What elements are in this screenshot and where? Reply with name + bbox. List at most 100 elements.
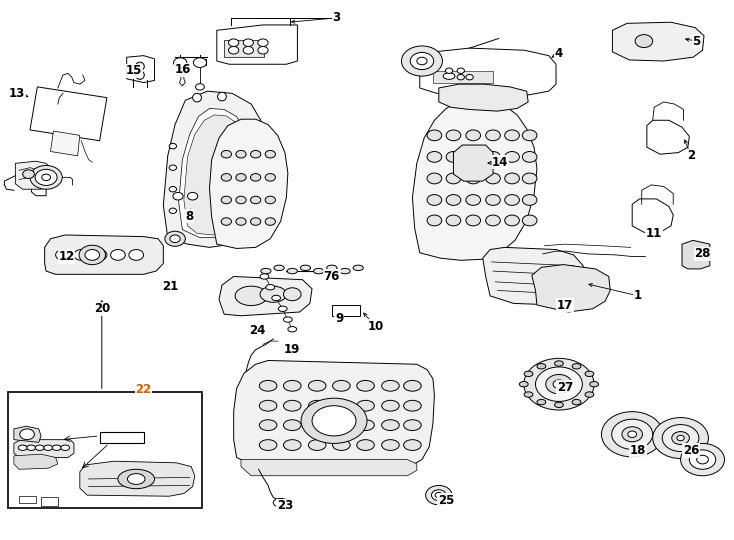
Ellipse shape: [382, 440, 399, 450]
Text: 2: 2: [687, 150, 695, 163]
Ellipse shape: [653, 417, 708, 458]
Polygon shape: [51, 131, 80, 156]
Text: 9: 9: [335, 312, 344, 325]
Ellipse shape: [79, 245, 106, 265]
Ellipse shape: [382, 400, 399, 411]
Ellipse shape: [170, 235, 180, 242]
Text: 20: 20: [94, 302, 110, 315]
Ellipse shape: [278, 306, 287, 312]
Ellipse shape: [333, 380, 350, 391]
Ellipse shape: [136, 62, 145, 71]
Text: 1: 1: [634, 289, 642, 302]
Ellipse shape: [260, 286, 286, 302]
Ellipse shape: [537, 400, 546, 405]
Ellipse shape: [111, 249, 126, 260]
Ellipse shape: [236, 196, 246, 204]
Ellipse shape: [313, 268, 324, 274]
Polygon shape: [100, 431, 144, 443]
Bar: [224, 40, 264, 57]
Ellipse shape: [505, 152, 520, 163]
Ellipse shape: [435, 492, 443, 498]
Ellipse shape: [18, 445, 27, 450]
Text: 8: 8: [186, 210, 194, 222]
Polygon shape: [176, 59, 185, 65]
Ellipse shape: [170, 186, 176, 192]
Ellipse shape: [241, 231, 261, 246]
Polygon shape: [612, 22, 704, 61]
Ellipse shape: [192, 93, 201, 102]
Ellipse shape: [585, 371, 594, 376]
Ellipse shape: [221, 196, 231, 204]
Ellipse shape: [52, 445, 61, 450]
Polygon shape: [483, 247, 585, 305]
Ellipse shape: [235, 286, 267, 306]
Ellipse shape: [288, 327, 297, 332]
Ellipse shape: [382, 420, 399, 430]
Text: 28: 28: [694, 247, 711, 260]
Ellipse shape: [382, 380, 399, 391]
Ellipse shape: [44, 445, 53, 450]
Polygon shape: [30, 87, 107, 141]
Ellipse shape: [357, 420, 374, 430]
Polygon shape: [15, 161, 56, 189]
Ellipse shape: [85, 249, 100, 260]
Polygon shape: [682, 240, 710, 269]
Polygon shape: [217, 25, 297, 64]
Ellipse shape: [283, 288, 301, 301]
Text: 11: 11: [646, 227, 662, 240]
Bar: [433, 71, 493, 83]
Ellipse shape: [260, 274, 269, 279]
Ellipse shape: [357, 380, 374, 391]
Ellipse shape: [585, 392, 594, 397]
Ellipse shape: [505, 173, 520, 184]
Polygon shape: [14, 454, 58, 469]
Ellipse shape: [221, 218, 231, 225]
Polygon shape: [454, 145, 493, 181]
Polygon shape: [420, 48, 556, 95]
Ellipse shape: [446, 68, 453, 73]
Ellipse shape: [404, 400, 421, 411]
Ellipse shape: [555, 361, 563, 366]
Ellipse shape: [283, 380, 301, 391]
Polygon shape: [45, 235, 164, 274]
Ellipse shape: [353, 265, 363, 271]
Ellipse shape: [427, 194, 442, 205]
Ellipse shape: [92, 249, 107, 260]
Polygon shape: [532, 265, 610, 312]
Text: 5: 5: [693, 35, 701, 48]
Ellipse shape: [505, 194, 520, 205]
Ellipse shape: [446, 194, 461, 205]
Text: 13: 13: [9, 87, 25, 100]
Ellipse shape: [30, 165, 62, 189]
Ellipse shape: [236, 173, 246, 181]
Ellipse shape: [677, 435, 684, 441]
Polygon shape: [332, 305, 360, 316]
Text: 22: 22: [136, 383, 152, 396]
Ellipse shape: [287, 268, 297, 274]
Ellipse shape: [265, 151, 275, 158]
Ellipse shape: [466, 215, 481, 226]
Ellipse shape: [243, 39, 253, 46]
Ellipse shape: [457, 75, 465, 80]
Ellipse shape: [257, 192, 264, 197]
Ellipse shape: [300, 265, 310, 271]
Ellipse shape: [257, 170, 264, 176]
Ellipse shape: [589, 381, 598, 387]
Ellipse shape: [466, 152, 481, 163]
Ellipse shape: [417, 57, 427, 65]
Text: 23: 23: [277, 500, 293, 512]
Ellipse shape: [333, 400, 350, 411]
Ellipse shape: [23, 170, 34, 178]
Ellipse shape: [466, 130, 481, 141]
Ellipse shape: [537, 363, 546, 369]
Ellipse shape: [228, 39, 239, 46]
Ellipse shape: [466, 75, 473, 80]
Ellipse shape: [301, 398, 367, 443]
Ellipse shape: [524, 359, 594, 410]
Ellipse shape: [221, 151, 231, 158]
Ellipse shape: [259, 440, 277, 450]
Text: 19: 19: [284, 343, 300, 356]
Text: 76: 76: [324, 270, 340, 283]
Ellipse shape: [486, 130, 501, 141]
Ellipse shape: [689, 450, 716, 469]
